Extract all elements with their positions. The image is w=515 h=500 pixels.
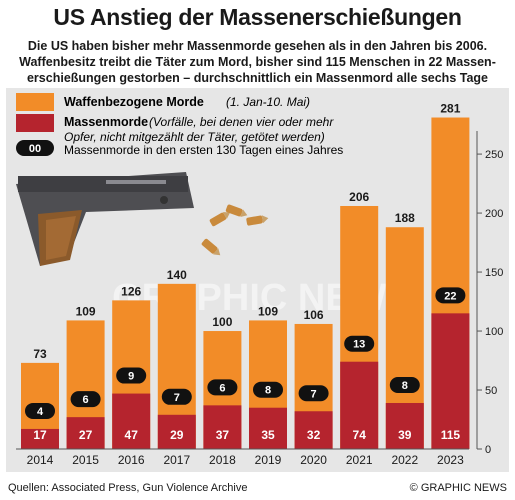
- bar-mass-2019: [249, 407, 287, 449]
- label-mass-2019: 35: [261, 428, 275, 442]
- pill-2018: [207, 379, 238, 396]
- x-tick-2023: 2023: [437, 453, 464, 467]
- pill-label-2016: 9: [128, 371, 134, 383]
- bar-mass-2021: [340, 361, 379, 449]
- x-tick-2022: 2022: [391, 453, 418, 467]
- source-text: Quellen: Associated Press, Gun Violence …: [8, 482, 248, 494]
- credit-text: © GRAPHIC NEWS: [409, 482, 507, 494]
- pill-label-2023: 22: [444, 290, 456, 302]
- x-tick-2017: 2017: [163, 453, 190, 467]
- bar-mass-2023: [431, 313, 470, 449]
- legend-pill-label: Massenmorde in den ersten 130 Tagen eine…: [64, 143, 343, 157]
- subtitle: Die US haben bisher mehr Massenmorde ges…: [0, 38, 515, 86]
- subtitle-line-2: Waffenbesitz treibt die Täter zum Mord, …: [19, 55, 496, 69]
- label-mass-2022: 39: [398, 428, 412, 442]
- y-axis: 0 50 100 150 200 250: [16, 131, 503, 456]
- pill-2020: [298, 385, 329, 402]
- x-tick-2016: 2016: [118, 453, 145, 467]
- bars-layer: 73 17 4 109 27 6 126 47 9 140 29 7 100 37 6 109 35 8 106 32…: [21, 102, 470, 449]
- label-mass-2020: 32: [307, 428, 321, 442]
- x-tick-2020: 2020: [300, 453, 327, 467]
- bar-mass-2014: [21, 428, 59, 449]
- label-mass-2014: 17: [33, 428, 47, 442]
- label-total-2020: 106: [304, 308, 324, 322]
- legend-red-note-1: (Vorfälle, bei denen vier oder mehr: [149, 115, 334, 129]
- x-tick-2019: 2019: [255, 453, 282, 467]
- pill-label-2021: 13: [353, 339, 365, 351]
- pill-2014: [25, 402, 55, 419]
- label-total-2023: 281: [440, 102, 460, 116]
- label-mass-2015: 27: [79, 428, 93, 442]
- pill-label-2020: 7: [311, 388, 317, 400]
- x-tick-2015: 2015: [72, 453, 99, 467]
- x-axis-labels: 2014 2015 2016 2017 2018 2019 2020 2021 2022 2023: [27, 453, 464, 467]
- pill-2017: [161, 388, 192, 405]
- label-total-2018: 100: [212, 315, 232, 329]
- label-mass-2018: 37: [216, 428, 230, 442]
- pill-2016: [116, 367, 147, 384]
- bar-mass-2022: [385, 402, 424, 449]
- bar-mass-2017: [157, 414, 196, 449]
- label-mass-2017: 29: [170, 428, 184, 442]
- label-total-2017: 140: [167, 268, 187, 282]
- pill-label-2019: 8: [265, 385, 271, 397]
- pill-2021: [344, 335, 375, 352]
- pill-label-2017: 7: [174, 392, 180, 404]
- y-tick-150: 150: [485, 267, 503, 279]
- y-tick-100: 100: [485, 326, 503, 338]
- legend-orange-note: (1. Jan-10. Mai): [226, 95, 310, 109]
- x-tick-2021: 2021: [346, 453, 373, 467]
- bar-mass-2020: [294, 411, 333, 449]
- bar-chart: GRAPHIC NEWS Waffenbezogene Morde (1. Ja…: [16, 93, 503, 467]
- label-mass-2023: 115: [441, 428, 461, 442]
- chart-panel: GRAPHIC NEWS Waffenbezogene Morde (1. Ja…: [6, 88, 509, 472]
- legend-red-swatch: [16, 114, 54, 132]
- bar-mass-2015: [66, 417, 105, 449]
- bar-mass-2016: [112, 393, 151, 449]
- legend-orange-swatch: [16, 93, 54, 111]
- bullets-illustration: [201, 204, 269, 256]
- page-title: US Anstieg der Massenerschießungen: [53, 4, 462, 30]
- pill-label-2014: 4: [37, 406, 44, 418]
- label-total-2021: 206: [349, 190, 369, 204]
- y-tick-250: 250: [485, 149, 503, 161]
- legend-pill: [16, 140, 54, 156]
- label-total-2015: 109: [76, 304, 96, 318]
- bar-mass-2018: [203, 405, 242, 449]
- label-total-2019: 109: [258, 304, 278, 318]
- label-total-2022: 188: [395, 211, 415, 225]
- y-tick-0: 0: [485, 444, 491, 456]
- pill-2023: [435, 287, 466, 304]
- y-tick-200: 200: [485, 208, 503, 220]
- legend-pill-text: 00: [29, 143, 41, 155]
- pill-label-2015: 6: [83, 394, 89, 406]
- label-total-2014: 73: [33, 347, 47, 361]
- pill-2015: [70, 391, 101, 408]
- pill-2019: [253, 381, 283, 398]
- label-mass-2021: 74: [353, 428, 367, 442]
- label-mass-2016: 47: [125, 428, 139, 442]
- pill-label-2018: 6: [219, 382, 225, 394]
- legend-orange-label: Waffenbezogene Morde: [64, 95, 204, 109]
- pill-label-2022: 8: [402, 380, 408, 392]
- pill-2022: [389, 376, 420, 393]
- legend: Waffenbezogene Morde (1. Jan-10. Mai) Ma…: [16, 93, 343, 157]
- y-tick-50: 50: [485, 385, 497, 397]
- pistol-illustration: [16, 172, 194, 266]
- subtitle-line-1: Die US haben bisher mehr Massenmorde ges…: [27, 39, 488, 53]
- subtitle-line-3: erschießungen gestorben – durchschnittli…: [26, 71, 488, 85]
- x-tick-2018: 2018: [209, 453, 236, 467]
- legend-red-label: Massenmorde: [64, 115, 148, 129]
- label-total-2016: 126: [121, 284, 141, 298]
- x-tick-2014: 2014: [27, 453, 54, 467]
- legend-red-note-2: Opfer, nicht mitgezählt der Täter, getöt…: [64, 130, 325, 144]
